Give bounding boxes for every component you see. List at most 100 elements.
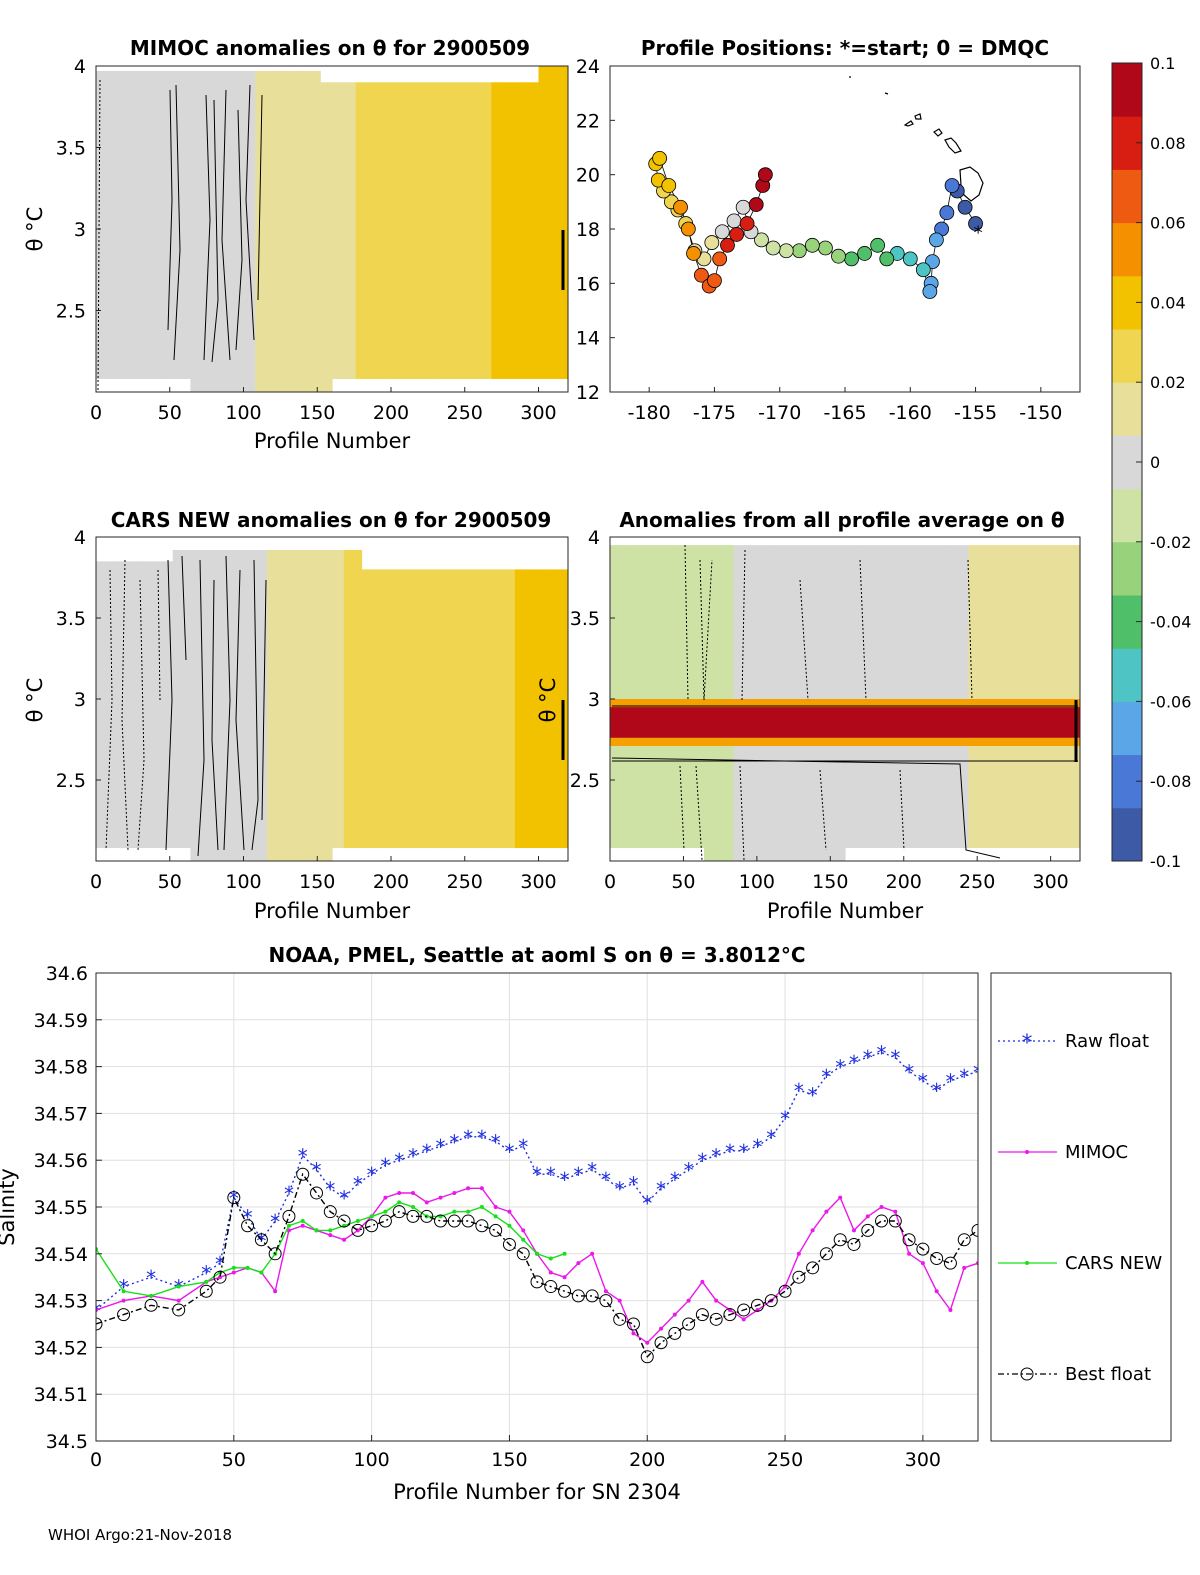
profile-position [712, 251, 728, 267]
best-float-point [530, 1275, 544, 1289]
best-float-point [420, 1209, 434, 1223]
heatmap-cell [491, 82, 498, 379]
heatmap-cell [651, 545, 658, 849]
series-point [507, 1223, 512, 1228]
heatmap-cell [96, 561, 103, 849]
positions-title: Profile Positions: *=start; 0 = DMQC [641, 36, 1049, 60]
colorbar-tick-label: -0.1 [1150, 852, 1181, 871]
heatmap-cell [202, 70, 209, 392]
heatmap-cell [166, 561, 174, 849]
heatmap-cell [497, 82, 504, 379]
heatmap-cell [432, 569, 439, 849]
salinity-title: NOAA, PMEL, Seattle at aoml S on θ = 3.8… [268, 943, 805, 967]
colorbar-tick-label: 0.1 [1150, 54, 1175, 73]
profile-position [726, 213, 742, 229]
best-float-point [571, 1289, 585, 1303]
heatmap-cell [190, 70, 197, 392]
colorbar-tick-label: 0.04 [1150, 293, 1186, 312]
series-point [576, 1261, 581, 1266]
series-point [328, 1228, 333, 1233]
series-point [259, 1270, 264, 1275]
series-point [121, 1289, 126, 1294]
raw-float-point: * [656, 1177, 666, 1201]
raw-float-point: * [753, 1135, 763, 1159]
colorbar-tick-label: 0.06 [1150, 214, 1186, 233]
raw-float-point: * [835, 1056, 845, 1080]
heatmap-cell [184, 549, 191, 849]
heatmap-cell [438, 569, 445, 849]
heatmap-cell [455, 569, 463, 849]
heatmap-cell [426, 82, 433, 379]
series-point [314, 1228, 319, 1233]
heatmap-cell [532, 569, 540, 849]
raw-float-point: * [849, 1051, 859, 1075]
best-float-point [199, 1284, 213, 1298]
heatmap-cell [107, 561, 115, 849]
best-float-point [957, 1233, 971, 1247]
heatmap-cell [610, 545, 617, 849]
x-tick-label: 150 [491, 1449, 527, 1471]
series-point [535, 1251, 539, 1256]
profile-position [652, 150, 668, 166]
heatmap-cell [355, 82, 363, 379]
heatmap-cell [538, 66, 545, 379]
best-float-point [875, 1214, 889, 1228]
profile-position [844, 251, 859, 267]
heatmap-cell [921, 545, 928, 849]
series-point [851, 1228, 856, 1233]
best-float-point [902, 1233, 916, 1247]
heatmap-cell [396, 82, 404, 379]
y-tick-label: 24 [576, 56, 600, 78]
x-tick-label: -150 [1019, 402, 1062, 424]
x-tick-label: 50 [158, 871, 182, 893]
heatmap-cell [308, 70, 315, 392]
raw-float-point: * [518, 1135, 528, 1159]
heatmap-cell [290, 70, 298, 392]
raw-float-point: * [312, 1159, 322, 1183]
best-float-point [943, 1256, 957, 1270]
cars-title: CARS NEW anomalies on θ for 2900509 [111, 508, 552, 532]
positions-y-ticks: 12 14 16 18 20 22 24 [576, 56, 615, 404]
heatmap-cell [933, 545, 940, 849]
best-float-point [847, 1237, 861, 1251]
series-point [879, 1205, 884, 1209]
legend-marker [1020, 1367, 1034, 1381]
series-point [962, 1265, 967, 1270]
allavg-ylabel: θ °C [536, 678, 560, 723]
heatmap-cell [479, 82, 486, 379]
heatmap-cell [467, 82, 475, 379]
heatmap-cell [538, 569, 545, 849]
legend-label: Raw float [1065, 1031, 1149, 1052]
heatmap-cell [633, 545, 640, 849]
x-tick-label: 150 [299, 402, 335, 424]
heatmap-cell [939, 545, 946, 849]
heatmap-cell [520, 82, 528, 379]
cars-xlabel: Profile Number [254, 899, 411, 923]
x-tick-label: 250 [447, 402, 483, 424]
heatmap-cell [332, 82, 339, 379]
raw-float-point: * [615, 1177, 625, 1201]
raw-float-point: * [408, 1145, 418, 1169]
best-float-point [337, 1214, 351, 1228]
heatmap-cell [361, 569, 368, 849]
series-point [438, 1195, 443, 1200]
series-point [631, 1331, 636, 1336]
x-tick-label: 250 [959, 871, 995, 893]
y-tick-label: 3.5 [56, 608, 86, 630]
x-tick-label: 300 [905, 1449, 941, 1471]
heatmap-cell [149, 561, 156, 849]
heatmap-cell [845, 545, 852, 849]
heatmap-cell [1021, 545, 1028, 849]
legend-label: Best float [1065, 1364, 1151, 1385]
y-tick-label: 2.5 [56, 301, 86, 323]
heatmap-cell [850, 545, 858, 849]
heatmap-cell [408, 82, 416, 379]
raw-float-point: * [697, 1149, 707, 1173]
colorbar-segment [1112, 648, 1142, 702]
y-tick-label: 3 [74, 219, 86, 241]
y-tick-label: 3 [588, 689, 600, 711]
colorbar-segment [1112, 488, 1142, 543]
series-point [521, 1237, 526, 1242]
series-point [521, 1228, 526, 1233]
y-tick-label: 4 [74, 56, 86, 78]
